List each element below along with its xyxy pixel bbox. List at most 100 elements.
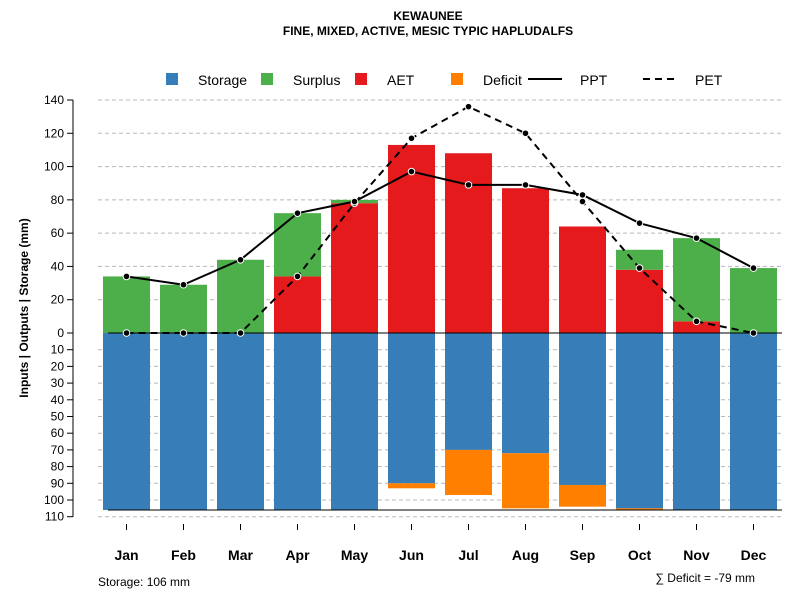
storage-bar (103, 333, 150, 511)
legend-label: AET (387, 72, 415, 88)
pet-point (122, 329, 131, 337)
ppt-point (635, 219, 644, 227)
x-tick-label: Dec (741, 547, 767, 563)
aet-bar (331, 203, 378, 333)
x-tick-label: Apr (285, 547, 310, 563)
x-tick-label: Nov (683, 547, 710, 563)
legend-label: PPT (580, 72, 608, 88)
legend-swatch (166, 73, 178, 85)
aet-bar (502, 188, 549, 333)
pet-point (692, 317, 701, 326)
y-tick-label: 90 (51, 476, 65, 490)
pet-point (293, 272, 302, 281)
chart-subtitle: FINE, MIXED, ACTIVE, MESIC TYPIC HAPLUDA… (283, 24, 573, 38)
storage-bar (445, 333, 492, 450)
storage-bar (217, 333, 264, 511)
legend-swatch (261, 73, 273, 85)
pet-point (521, 129, 530, 138)
y-tick-label: 30 (51, 376, 65, 390)
y-tick-label: 70 (51, 443, 65, 457)
deficit-bar (502, 453, 549, 509)
x-tick-label: Jul (458, 547, 478, 563)
y-tick-label: 80 (51, 193, 65, 207)
deficit-bar (388, 483, 435, 489)
y-tick-label: 100 (44, 493, 64, 507)
aet-bar (274, 276, 321, 333)
x-tick-label: Feb (171, 547, 196, 563)
storage-bar (616, 333, 663, 509)
deficit-bar (559, 484, 606, 507)
y-tick-label: 100 (44, 160, 64, 174)
aet-bar (388, 144, 435, 333)
storage-note: Storage: 106 mm (98, 575, 190, 589)
ppt-line (126, 170, 754, 286)
y-axis-label: Inputs | Outputs | Storage (mm) (17, 218, 31, 397)
surplus-bar (160, 284, 207, 333)
storage-bar (160, 333, 207, 511)
x-tick-label: Sep (570, 547, 596, 563)
y-tick-label: 60 (51, 426, 65, 440)
grid-lines (98, 99, 782, 518)
x-tick-label: Aug (512, 547, 539, 563)
storage-bar (502, 333, 549, 454)
surplus-bar (730, 268, 777, 333)
pet-point (407, 134, 416, 143)
x-tick-label: Mar (228, 547, 253, 563)
legend-label: PET (695, 72, 723, 88)
deficit-bar (616, 508, 663, 511)
aet-bar (559, 226, 606, 333)
x-tick-label: Jun (399, 547, 424, 563)
pet-point (179, 329, 188, 337)
bars-layer (103, 144, 782, 511)
ppt-point (407, 167, 416, 176)
surplus-bar (217, 259, 264, 333)
lines-layer (122, 102, 758, 337)
y-tick-label: 10 (51, 343, 65, 357)
ppt-point (293, 209, 302, 217)
pet-point (635, 264, 644, 272)
legend-label: Storage (198, 72, 247, 88)
storage-bar (559, 333, 606, 485)
x-tick-label: Oct (628, 547, 652, 563)
y-tick-label: 20 (51, 293, 65, 307)
y-axis: 0 20 40 60 80 100 120 140 10 20 30 40 50 60 70 80 90 100 1… (44, 93, 74, 524)
pet-point (578, 197, 587, 206)
x-tick-label: May (341, 547, 368, 563)
y-tick-label: 110 (45, 510, 64, 524)
ppt-point (236, 255, 245, 264)
legend: Storage Surplus AET Deficit PPT PET (166, 72, 723, 88)
y-tick-label: 50 (51, 410, 65, 424)
y-tick-label: 140 (44, 93, 64, 107)
surplus-bar (673, 238, 720, 322)
deficit-bar (445, 449, 492, 495)
ppt-point (464, 181, 473, 189)
storage-bar (673, 333, 720, 511)
ppt-point (350, 197, 359, 206)
y-tick-label: 0 (57, 326, 64, 340)
legend-swatch (451, 73, 463, 85)
storage-bar (274, 333, 321, 511)
surplus-bar (274, 213, 321, 277)
y-tick-label: 40 (51, 393, 65, 407)
chart-title: KEWAUNEE (393, 9, 462, 23)
y-tick-label: 20 (51, 359, 65, 373)
deficit-sum-note: ∑ Deficit = -79 mm (655, 571, 755, 585)
y-tick-label: 80 (51, 460, 65, 474)
aet-bar (616, 269, 663, 333)
aet-bar (673, 321, 720, 333)
storage-bar (331, 333, 378, 511)
ppt-point (521, 181, 530, 189)
pet-point (464, 102, 473, 111)
storage-bar (388, 333, 435, 484)
ppt-point (692, 234, 701, 242)
y-tick-label: 60 (51, 226, 65, 240)
ppt-point (578, 191, 587, 199)
storage-bar (730, 333, 777, 511)
legend-swatch (355, 73, 367, 85)
surplus-bar (103, 276, 150, 333)
pet-point (749, 329, 758, 337)
ppt-point (749, 264, 758, 272)
y-tick-label: 40 (51, 259, 65, 273)
ppt-point (122, 272, 131, 281)
y-tick-label: 120 (44, 126, 64, 140)
